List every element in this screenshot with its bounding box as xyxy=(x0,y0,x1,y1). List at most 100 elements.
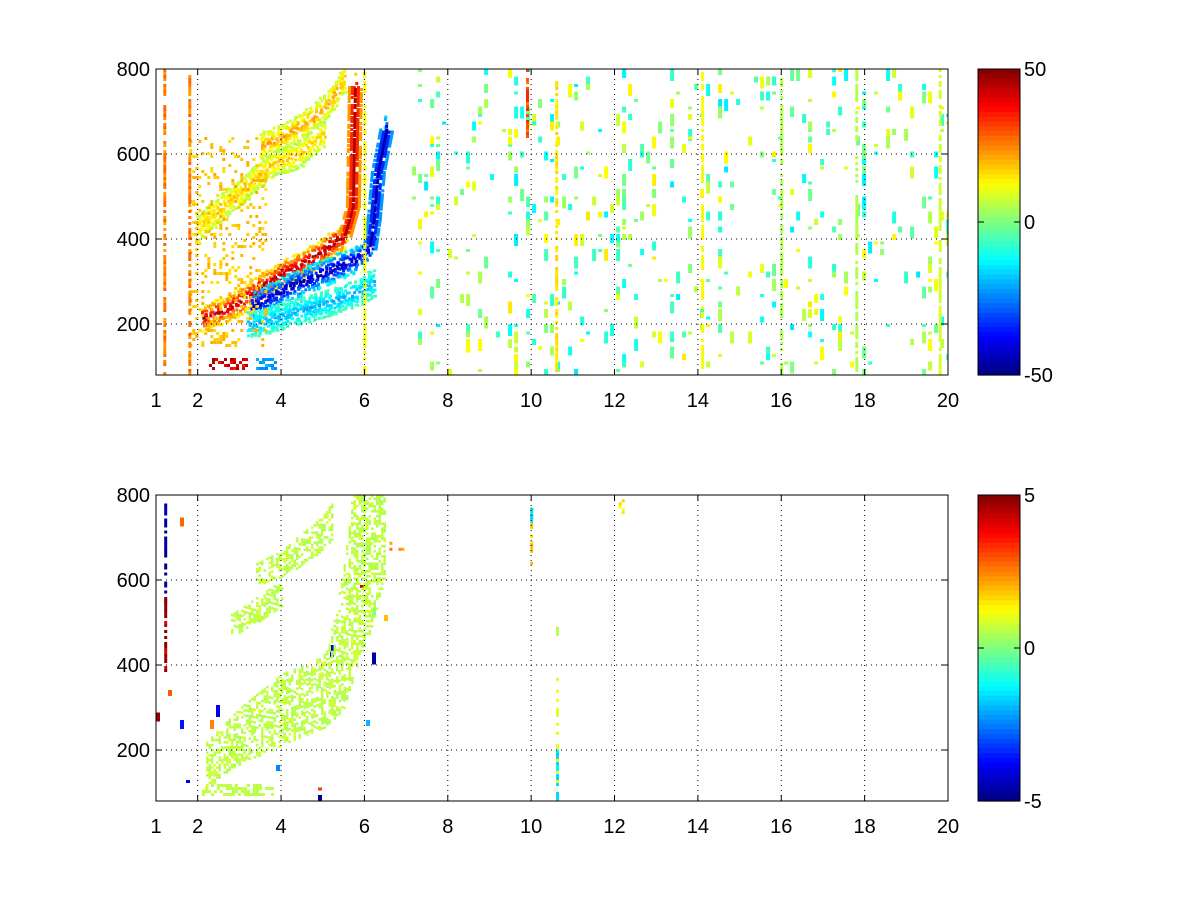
heatmap-cell xyxy=(701,96,705,99)
heatmap-cell xyxy=(281,716,284,719)
heatmap-cell xyxy=(238,725,241,729)
heatmap-cell xyxy=(347,130,351,133)
heatmap-cell xyxy=(350,270,354,274)
heatmap-cell xyxy=(352,185,356,189)
heatmap-cell xyxy=(236,755,239,759)
heatmap-cell xyxy=(208,744,211,747)
heatmap-cell xyxy=(354,207,358,210)
heatmap-cell xyxy=(211,223,215,227)
heatmap-cell xyxy=(208,769,211,772)
heatmap-cell xyxy=(363,291,367,294)
heatmap-cell xyxy=(938,282,942,285)
heatmap-cell xyxy=(219,338,223,341)
heatmap-cell xyxy=(334,233,338,237)
heatmap-cell xyxy=(356,140,359,143)
heatmap-cell xyxy=(652,256,657,260)
heatmap-cell xyxy=(256,184,259,188)
heatmap-cell xyxy=(772,151,777,158)
heatmap-cell xyxy=(261,286,265,290)
heatmap-cell xyxy=(216,332,220,335)
heatmap-cell xyxy=(328,681,331,685)
heatmap-cell xyxy=(355,171,359,175)
heatmap-cell xyxy=(701,72,705,75)
heatmap-cell xyxy=(163,69,167,72)
heatmap-cell xyxy=(298,115,302,119)
heatmap-cell xyxy=(195,272,199,275)
heatmap-cell xyxy=(368,229,372,233)
heatmap-cell xyxy=(371,203,374,207)
heatmap-cell xyxy=(223,197,227,201)
heatmap-cell xyxy=(306,710,309,714)
heatmap-cell xyxy=(256,753,259,757)
heatmap-cell xyxy=(780,372,784,375)
heatmap-cell xyxy=(780,123,784,126)
heatmap-cell xyxy=(374,229,378,233)
heatmap-cell xyxy=(271,689,274,692)
heatmap-cell xyxy=(780,243,784,246)
heatmap-cell xyxy=(198,308,202,311)
heatmap-cell xyxy=(329,282,333,286)
heatmap-cell xyxy=(313,697,316,701)
heatmap-cell xyxy=(355,175,359,179)
heatmap-cell xyxy=(302,118,306,121)
heatmap-cell xyxy=(163,342,167,345)
heatmap-cell xyxy=(343,224,347,228)
heatmap-cell xyxy=(313,120,316,124)
heatmap-cell xyxy=(580,339,585,342)
heatmap-cell xyxy=(223,753,226,757)
heatmap-cell xyxy=(268,716,271,719)
heatmap-cell xyxy=(326,314,330,318)
heatmap-cell xyxy=(277,319,281,323)
heatmap-cell xyxy=(555,198,559,201)
heatmap-cell xyxy=(216,761,219,764)
heatmap-cell xyxy=(263,148,266,152)
heatmap-cell xyxy=(341,245,345,249)
heatmap-cell xyxy=(246,286,250,290)
heatmap-cell xyxy=(328,686,331,690)
heatmap-cell xyxy=(163,237,167,240)
heatmap-cell xyxy=(555,300,559,303)
heatmap-cell xyxy=(380,167,384,170)
heatmap-cell xyxy=(436,196,441,209)
heatmap-cell xyxy=(243,744,246,747)
heatmap-cell xyxy=(520,151,525,158)
heatmap-cell xyxy=(241,746,244,749)
heatmap-cell xyxy=(327,311,331,315)
heatmap-cell xyxy=(369,215,373,219)
heatmap-cell xyxy=(278,264,282,268)
heatmap-cell xyxy=(264,179,268,182)
heatmap-cell xyxy=(380,138,384,142)
heatmap-cell xyxy=(412,166,417,176)
heatmap-cell xyxy=(855,231,859,234)
heatmap-cell xyxy=(257,334,261,338)
heatmap-cell xyxy=(363,105,367,108)
heatmap-cell xyxy=(701,315,705,318)
heatmap-cell xyxy=(555,255,559,258)
heatmap-cell xyxy=(346,171,350,175)
heatmap-cell xyxy=(268,711,271,714)
heatmap-cell xyxy=(335,244,339,248)
heatmap-cell xyxy=(163,78,167,81)
heatmap-cell xyxy=(242,202,246,206)
heatmap-cell xyxy=(258,751,261,755)
heatmap-cell xyxy=(270,315,274,319)
heatmap-cell xyxy=(249,266,253,269)
heatmap-cell xyxy=(227,364,230,367)
heatmap-cell xyxy=(258,294,262,298)
heatmap-cell xyxy=(225,254,229,257)
heatmap-cell xyxy=(526,102,529,105)
heatmap-cell xyxy=(318,306,322,310)
heatmap-cell xyxy=(188,162,192,165)
heatmap-cell xyxy=(206,209,210,213)
heatmap-cell xyxy=(326,650,329,653)
heatmap-cell xyxy=(272,296,276,300)
heatmap-cell xyxy=(886,106,891,113)
heatmap-cell xyxy=(922,84,927,90)
colorbar-segment xyxy=(978,293,1020,300)
heatmap-cell xyxy=(296,722,299,725)
heatmap-cell xyxy=(163,336,167,339)
heatmap-cell xyxy=(163,303,167,306)
heatmap-cell xyxy=(208,781,211,784)
heatmap-cell xyxy=(634,316,639,329)
heatmap-cell xyxy=(855,120,859,123)
